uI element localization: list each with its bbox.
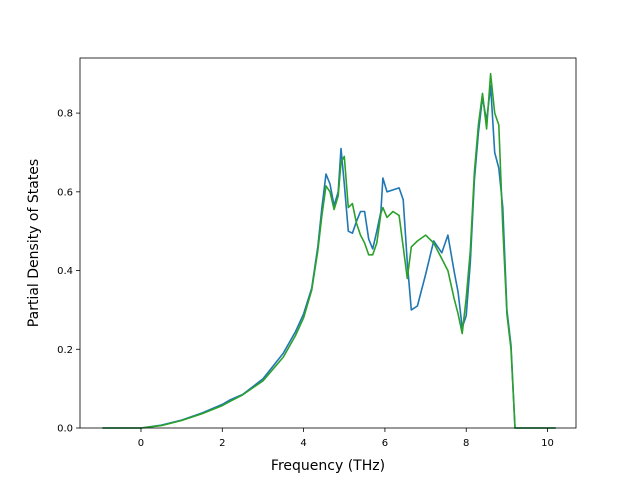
series-line-2	[102, 72, 556, 429]
y-tick-label: 0.0	[57, 424, 73, 435]
x-tick-label: 4	[300, 438, 306, 449]
x-tick-label: 10	[541, 438, 554, 449]
x-tick-label: 6	[382, 438, 388, 449]
y-tick-label: 0.4	[57, 266, 73, 277]
series-layer	[102, 72, 556, 429]
x-tick-label: 2	[219, 438, 225, 449]
x-tick-label: 0	[138, 438, 144, 449]
y-axis-ticks: 0.0 0.2 0.4 0.6 0.8	[57, 109, 80, 435]
y-tick-label: 0.2	[57, 345, 73, 356]
y-tick-label: 0.8	[57, 109, 73, 120]
plot-frame	[79, 57, 577, 429]
y-axis-label: Partial Density of States	[26, 159, 42, 327]
x-axis-ticks: 0 2 4 6 8 10	[138, 428, 554, 449]
y-tick-label: 0.6	[57, 187, 73, 198]
x-axis-label: Frequency (THz)	[271, 458, 385, 474]
x-tick-label: 8	[463, 438, 469, 449]
